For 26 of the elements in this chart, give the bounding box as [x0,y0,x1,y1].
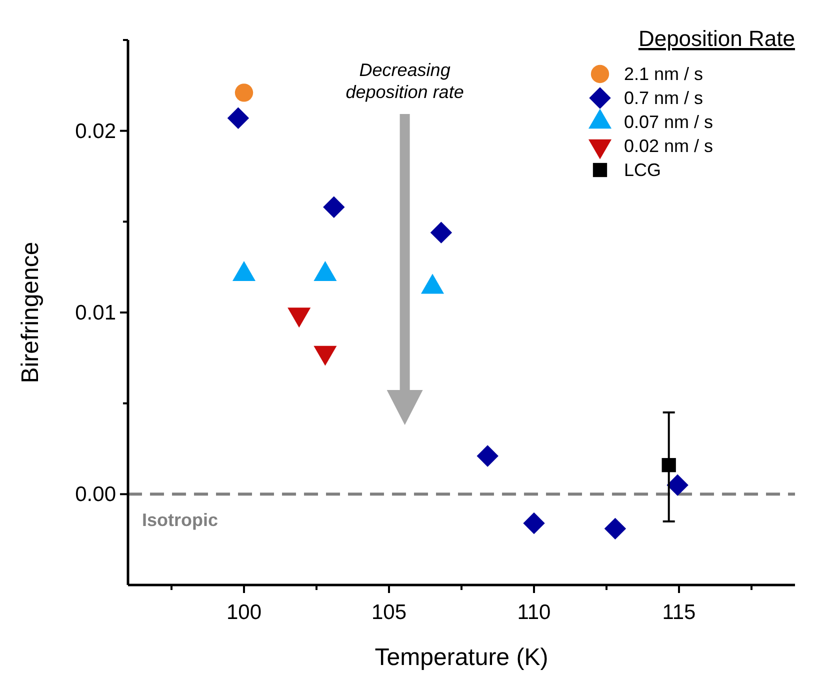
point [476,445,498,467]
y-tick-label: 0.01 [75,302,116,324]
ref-line-label: Isotropic [142,510,218,530]
point [666,474,688,496]
legend-label: 0.02 nm / s [624,136,714,156]
y-tick-label: 0.00 [75,483,116,506]
annotation: Decreasing deposition rate [346,60,464,102]
x-tick-label: 100 [226,601,262,624]
legend-label: LCG [624,160,662,180]
y-axis-title: Birefringence [17,242,44,384]
point [430,222,452,244]
point [323,196,345,218]
point [227,107,250,129]
point [234,84,254,102]
x-axis-title: Temperature (K) [374,644,548,671]
point [662,458,676,472]
point [604,518,626,540]
y-tick-label: 0.02 [75,120,116,143]
x-tick-label: 115 [662,601,696,624]
x-tick-label: 105 [371,601,407,624]
legend-title: Deposition Rate [638,26,795,51]
point [523,512,545,534]
legend-label: 0.7 nm / s [624,88,704,108]
legend-label: 0.07 nm / s [624,112,714,132]
x-tick-label: 110 [517,601,551,624]
legend-label: 2.1 nm / s [624,64,704,84]
